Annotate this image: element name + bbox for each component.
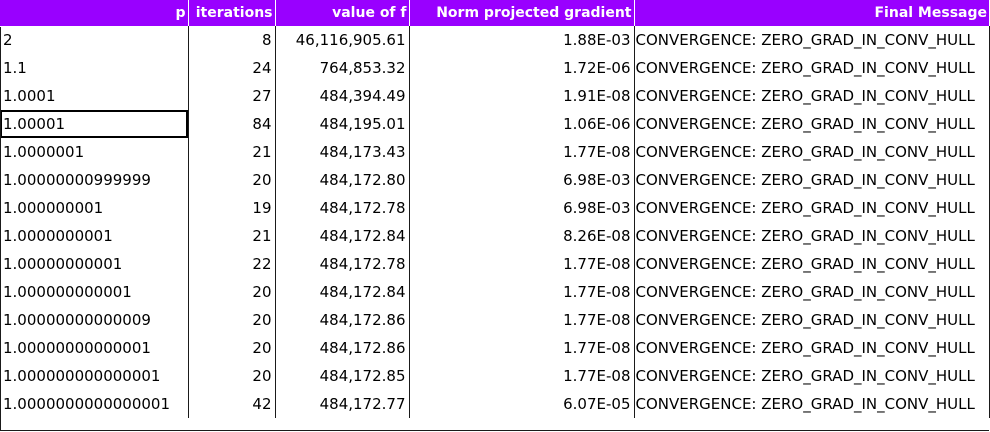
cell-norm-projected-gradient[interactable]: 1.77E-08 — [409, 250, 635, 278]
cell-iterations[interactable]: 27 — [188, 82, 276, 110]
table-row: 1.000000000001 20 484,172.84 1.77E-08 CONVER… — [0, 278, 990, 306]
cell-p[interactable]: 2 — [0, 26, 189, 54]
table-row: 1.00000000000009 20 484,172.86 1.77E-08 CONV… — [0, 306, 990, 334]
bottom-border — [0, 430, 989, 431]
cell-iterations[interactable]: 20 — [188, 306, 276, 334]
cell-final-message[interactable]: CONVERGENCE: ZERO_GRAD_IN_CONV_HULL — [634, 54, 990, 82]
left-border — [0, 27, 1, 431]
cell-final-message[interactable]: CONVERGENCE: ZERO_GRAD_IN_CONV_HULL — [634, 390, 990, 418]
cell-value-of-f[interactable]: 484,172.80 — [275, 166, 410, 194]
results-table: p iterations value of f Norm projected g… — [0, 0, 990, 418]
cell-iterations[interactable]: 24 — [188, 54, 276, 82]
cell-p[interactable]: 1.0000000000000001 — [0, 390, 189, 418]
cell-p[interactable]: 1.00001 — [0, 110, 189, 138]
cell-final-message[interactable]: CONVERGENCE: ZERO_GRAD_IN_CONV_HULL — [634, 306, 990, 334]
cell-iterations[interactable]: 42 — [188, 390, 276, 418]
cell-final-message[interactable]: CONVERGENCE: ZERO_GRAD_IN_CONV_HULL — [634, 26, 990, 54]
table-row: 1.00000000999999 20 484,172.80 6.98E-03 CONV… — [0, 166, 990, 194]
cell-final-message[interactable]: CONVERGENCE: ZERO_GRAD_IN_CONV_HULL — [634, 222, 990, 250]
cell-norm-projected-gradient[interactable]: 1.91E-08 — [409, 82, 635, 110]
cell-value-of-f[interactable]: 484,172.86 — [275, 306, 410, 334]
table-row: 1.1 24 764,853.32 1.72E-06 CONVERGENCE: ZERO… — [0, 54, 990, 82]
cell-p[interactable]: 1.00000000999999 — [0, 166, 189, 194]
cell-final-message[interactable]: CONVERGENCE: ZERO_GRAD_IN_CONV_HULL — [634, 166, 990, 194]
table-body: 2 8 46,116,905.61 1.88E-03 CONVERGENCE: ZERO… — [0, 26, 990, 418]
cell-p[interactable]: 1.00000000000001 — [0, 334, 189, 362]
table-row: 1.000000001 19 484,172.78 6.98E-03 CONVERGEN… — [0, 194, 990, 222]
header-final-message[interactable]: Final Message — [634, 0, 989, 26]
cell-iterations[interactable]: 19 — [188, 194, 276, 222]
cell-value-of-f[interactable]: 484,172.78 — [275, 194, 410, 222]
cell-iterations[interactable]: 20 — [188, 278, 276, 306]
cell-p[interactable]: 1.1 — [0, 54, 189, 82]
header-value-of-f[interactable]: value of f — [275, 0, 410, 26]
cell-iterations[interactable]: 84 — [188, 110, 276, 138]
cell-norm-projected-gradient[interactable]: 1.77E-08 — [409, 334, 635, 362]
cell-value-of-f[interactable]: 484,173.43 — [275, 138, 410, 166]
cell-norm-projected-gradient[interactable]: 1.72E-06 — [409, 54, 635, 82]
table-row: 1.00000000000001 20 484,172.86 1.77E-08 CONV… — [0, 334, 990, 362]
cell-p[interactable]: 1.000000000000001 — [0, 362, 189, 390]
cell-iterations[interactable]: 20 — [188, 334, 276, 362]
cell-final-message[interactable]: CONVERGENCE: ZERO_GRAD_IN_CONV_HULL — [634, 362, 990, 390]
cell-norm-projected-gradient[interactable]: 1.77E-08 — [409, 362, 635, 390]
cell-iterations[interactable]: 21 — [188, 222, 276, 250]
header-iterations[interactable]: iterations — [188, 0, 276, 26]
cell-final-message[interactable]: CONVERGENCE: ZERO_GRAD_IN_CONV_HULL — [634, 138, 990, 166]
cell-final-message[interactable]: CONVERGENCE: ZERO_GRAD_IN_CONV_HULL — [634, 250, 990, 278]
header-row: p iterations value of f Norm projected g… — [0, 0, 989, 26]
cell-p[interactable]: 1.000000001 — [0, 194, 189, 222]
cell-p[interactable]: 1.0000000001 — [0, 222, 189, 250]
cell-value-of-f[interactable]: 484,172.84 — [275, 278, 410, 306]
table-row: 1.0001 27 484,394.49 1.91E-08 CONVERGENCE: Z… — [0, 82, 990, 110]
table-row: 1.0000001 21 484,173.43 1.77E-08 CONVERGENCE… — [0, 138, 990, 166]
cell-norm-projected-gradient[interactable]: 6.98E-03 — [409, 194, 635, 222]
table-row: 1.0000000001 21 484,172.84 8.26E-08 CONVERGE… — [0, 222, 990, 250]
cell-value-of-f[interactable]: 46,116,905.61 — [275, 26, 410, 54]
cell-value-of-f[interactable]: 484,172.86 — [275, 334, 410, 362]
cell-norm-projected-gradient[interactable]: 1.06E-06 — [409, 110, 635, 138]
cell-p[interactable]: 1.00000000000009 — [0, 306, 189, 334]
cell-p[interactable]: 1.000000000001 — [0, 278, 189, 306]
cell-final-message[interactable]: CONVERGENCE: ZERO_GRAD_IN_CONV_HULL — [634, 82, 990, 110]
cell-norm-projected-gradient[interactable]: 1.77E-08 — [409, 278, 635, 306]
cell-value-of-f[interactable]: 484,195.01 — [275, 110, 410, 138]
header-p[interactable]: p — [0, 0, 189, 26]
cell-p[interactable]: 1.00000000001 — [0, 250, 189, 278]
cell-value-of-f[interactable]: 484,172.84 — [275, 222, 410, 250]
cell-final-message[interactable]: CONVERGENCE: ZERO_GRAD_IN_CONV_HULL — [634, 110, 990, 138]
table-row: 2 8 46,116,905.61 1.88E-03 CONVERGENCE: ZERO… — [0, 26, 990, 54]
cell-p[interactable]: 1.0001 — [0, 82, 189, 110]
table-row: 1.000000000000001 20 484,172.85 1.77E-08 CON… — [0, 362, 990, 390]
cell-p[interactable]: 1.0000001 — [0, 138, 189, 166]
table-row: 1.00001 84 484,195.01 1.06E-06 CONVERGENCE: … — [0, 110, 990, 138]
cell-iterations[interactable]: 20 — [188, 166, 276, 194]
cell-norm-projected-gradient[interactable]: 6.07E-05 — [409, 390, 635, 418]
cell-value-of-f[interactable]: 484,394.49 — [275, 82, 410, 110]
table-row: 1.00000000001 22 484,172.78 1.77E-08 CONVERG… — [0, 250, 990, 278]
cell-final-message[interactable]: CONVERGENCE: ZERO_GRAD_IN_CONV_HULL — [634, 194, 990, 222]
cell-value-of-f[interactable]: 764,853.32 — [275, 54, 410, 82]
cell-value-of-f[interactable]: 484,172.77 — [275, 390, 410, 418]
cell-iterations[interactable]: 22 — [188, 250, 276, 278]
cell-iterations[interactable]: 21 — [188, 138, 276, 166]
cell-final-message[interactable]: CONVERGENCE: ZERO_GRAD_IN_CONV_HULL — [634, 278, 990, 306]
cell-norm-projected-gradient[interactable]: 1.88E-03 — [409, 26, 635, 54]
header-norm-projected-gradient[interactable]: Norm projected gradient — [409, 0, 635, 26]
cell-norm-projected-gradient[interactable]: 8.26E-08 — [409, 222, 635, 250]
cell-iterations[interactable]: 20 — [188, 362, 276, 390]
cell-value-of-f[interactable]: 484,172.78 — [275, 250, 410, 278]
table-row: 1.0000000000000001 42 484,172.77 6.07E-05 CO… — [0, 390, 990, 418]
cell-norm-projected-gradient[interactable]: 1.77E-08 — [409, 306, 635, 334]
cell-value-of-f[interactable]: 484,172.85 — [275, 362, 410, 390]
cell-final-message[interactable]: CONVERGENCE: ZERO_GRAD_IN_CONV_HULL — [634, 334, 990, 362]
cell-iterations[interactable]: 8 — [188, 26, 276, 54]
cell-norm-projected-gradient[interactable]: 6.98E-03 — [409, 166, 635, 194]
cell-norm-projected-gradient[interactable]: 1.77E-08 — [409, 138, 635, 166]
